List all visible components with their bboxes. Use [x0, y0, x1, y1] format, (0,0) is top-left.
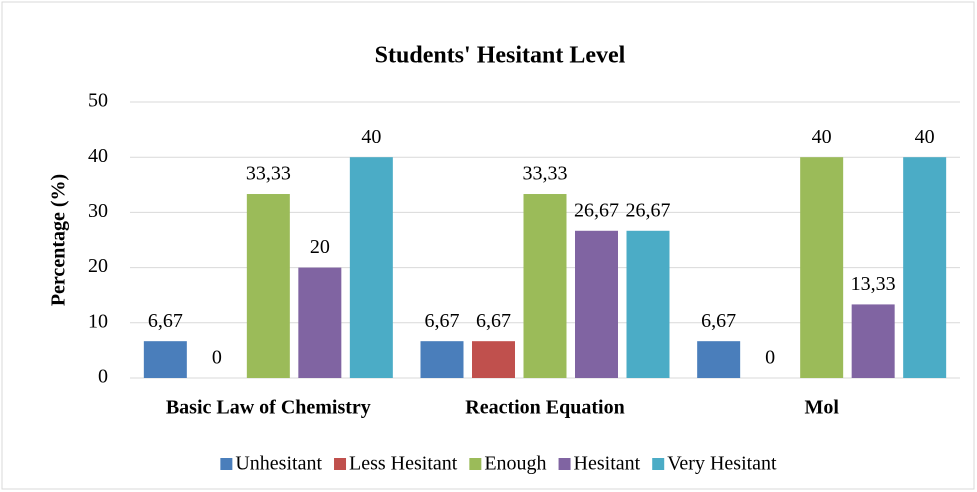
legend-label: Very Hesitant [667, 453, 777, 475]
legend-swatch [220, 458, 233, 470]
chart-title: Students' Hesitant Level [375, 43, 626, 69]
x-tick-label: Mol [804, 397, 839, 419]
legend-label: Hesitant [574, 453, 641, 475]
legend-label: Enough [484, 453, 546, 475]
y-tick-label: 0 [98, 366, 108, 388]
bar [143, 341, 187, 378]
bar [903, 157, 947, 378]
bar [298, 267, 342, 378]
legend-label: Less Hesitant [349, 453, 458, 475]
data-label: 6,67 [425, 310, 460, 332]
legend-swatch [652, 458, 665, 470]
bar [697, 341, 741, 378]
y-axis-label: Percentage (%) [48, 174, 70, 306]
bar [472, 341, 515, 378]
bar [575, 230, 618, 378]
x-tick-label: Basic Law of Chemistry [166, 397, 371, 419]
y-tick-label: 50 [88, 90, 108, 112]
data-label: 0 [212, 347, 222, 369]
data-label: 40 [812, 126, 832, 148]
data-label: 6,67 [476, 310, 511, 332]
data-label: 13,33 [851, 273, 896, 295]
data-label: 26,67 [574, 199, 619, 221]
legend-swatch [558, 458, 571, 470]
legend-swatch [469, 458, 482, 470]
bar [626, 230, 670, 378]
y-tick-label: 20 [88, 255, 108, 277]
bar [246, 194, 290, 378]
data-label: 33,33 [523, 163, 568, 185]
bar [800, 157, 844, 378]
bar [349, 157, 393, 378]
data-label: 6,67 [148, 310, 183, 332]
data-label: 6,67 [701, 310, 736, 332]
x-tick-label: Reaction Equation [465, 397, 624, 419]
y-tick-label: 30 [88, 200, 108, 222]
bar [851, 304, 895, 378]
bar [523, 194, 567, 378]
data-label: 20 [310, 236, 330, 258]
data-label: 33,33 [246, 163, 291, 185]
data-label: 40 [361, 126, 381, 148]
y-tick-label: 10 [88, 310, 108, 332]
y-tick-label: 40 [88, 145, 108, 167]
data-label: 0 [765, 347, 775, 369]
data-label: 40 [915, 126, 935, 148]
data-label: 26,67 [626, 199, 671, 221]
legend-swatch [334, 458, 347, 470]
bar [420, 341, 464, 378]
legend-label: Unhesitant [235, 453, 322, 475]
